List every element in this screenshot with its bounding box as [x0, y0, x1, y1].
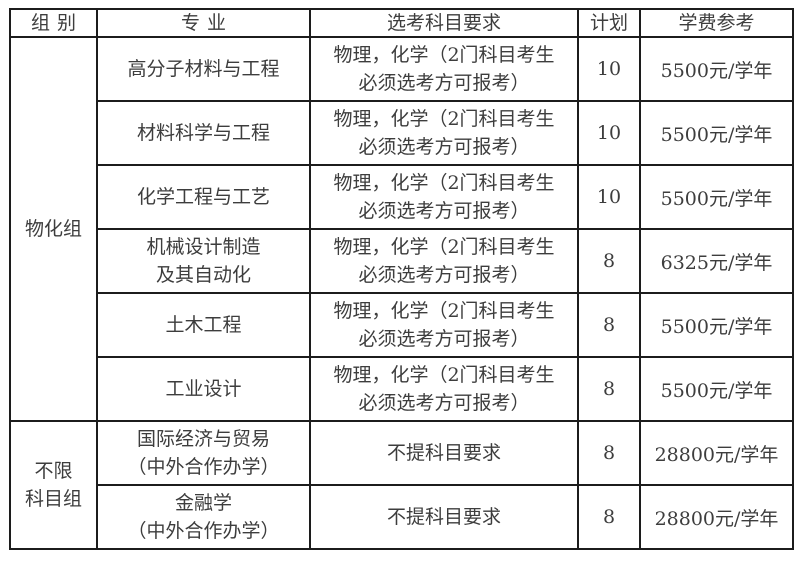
cell-plan: 8 [577, 484, 641, 550]
major-label: 材料科学与工程 [136, 122, 270, 144]
requirement-line: 必须选考方可报考） [358, 264, 530, 286]
major-label: 土木工程 [165, 314, 242, 336]
cell-fee: 5500元/学年 [639, 100, 794, 166]
requirement-line: 物理，化学（2门科目考生 [333, 172, 555, 194]
header-fee: 学费参考 [639, 8, 794, 38]
table-row: 化学工程与工艺 物理，化学（2门科目考生 必须选考方可报考） 10 5500元/… [10, 164, 794, 230]
cell-plan: 10 [577, 164, 641, 230]
requirement-line: 物理，化学（2门科目考生 [333, 300, 555, 322]
cell-major: 金融学 （中外合作办学） [96, 484, 311, 550]
cell-requirement: 物理，化学（2门科目考生 必须选考方可报考） [309, 292, 579, 358]
cell-major: 高分子材料与工程 [96, 36, 311, 102]
header-row: 组别 专业 选考科目要求 计划 学费参考 [9, 8, 794, 38]
table-row: 物化组 高分子材料与工程 物理，化学（2门科目考生 必须选考方可报考） 10 5… [9, 36, 794, 422]
cell-requirement: 物理，化学（2门科目考生 必须选考方可报考） [309, 164, 579, 230]
cell-major: 材料科学与工程 [96, 100, 311, 166]
group-label: 不限 [34, 460, 73, 482]
cell-fee: 5500元/学年 [639, 164, 794, 230]
cell-fee: 5500元/学年 [639, 356, 794, 422]
requirement-line: 物理，化学（2门科目考生 [333, 364, 555, 386]
table-row: 工业设计 物理，化学（2门科目考生 必须选考方可报考） 8 5500元/学年 [10, 356, 794, 422]
cell-fee: 5500元/学年 [639, 36, 794, 102]
cell-major: 土木工程 [96, 292, 311, 358]
cell-plan: 8 [577, 292, 641, 358]
cell-group-2: 不限 科目组 [9, 420, 98, 550]
cell-major: 工业设计 [96, 356, 311, 422]
cell-group-1: 物化组 [9, 36, 98, 422]
requirement-line: 不提科目要求 [386, 506, 501, 528]
cell-fee: 28800元/学年 [639, 420, 794, 486]
cell-requirement: 不提科目要求 [309, 484, 579, 550]
cell-plan: 8 [577, 356, 641, 422]
header-group: 组别 [9, 8, 98, 38]
cell-major: 国际经济与贸易 （中外合作办学） [96, 420, 311, 486]
major-label: 化学工程与工艺 [136, 186, 270, 208]
admissions-table: 组别 专业 选考科目要求 计划 学费参考 物化组 高分子材料与工程 物理，化学（… [9, 8, 794, 550]
requirement-line: 不提科目要求 [386, 442, 501, 464]
requirement-line: 必须选考方可报考） [358, 136, 530, 158]
major-label: 工业设计 [165, 378, 242, 400]
cell-plan: 8 [577, 420, 641, 486]
cell-requirement: 不提科目要求 [309, 420, 579, 486]
major-label: 金融学 [174, 492, 232, 514]
header-plan: 计划 [577, 8, 641, 38]
cell-fee: 28800元/学年 [639, 484, 794, 550]
header-major: 专业 [96, 8, 311, 38]
major-label: 机械设计制造 [146, 236, 261, 258]
cell-requirement: 物理，化学（2门科目考生 必须选考方可报考） [309, 36, 579, 102]
requirement-line: 必须选考方可报考） [358, 200, 530, 222]
cell-major: 化学工程与工艺 [96, 164, 311, 230]
requirement-line: 必须选考方可报考） [358, 328, 530, 350]
major-label: （中外合作办学） [127, 520, 280, 542]
cell-requirement: 物理，化学（2门科目考生 必须选考方可报考） [309, 356, 579, 422]
major-label: 高分子材料与工程 [127, 58, 280, 80]
cell-requirement: 物理，化学（2门科目考生 必须选考方可报考） [309, 100, 579, 166]
group-label: 科目组 [24, 488, 82, 510]
major-label: （中外合作办学） [127, 456, 280, 478]
cell-requirement: 物理，化学（2门科目考生 必须选考方可报考） [309, 228, 579, 294]
table-row: 土木工程 物理，化学（2门科目考生 必须选考方可报考） 8 5500元/学年 [10, 292, 794, 358]
cell-plan: 10 [577, 36, 641, 102]
cell-fee: 6325元/学年 [639, 228, 794, 294]
requirement-line: 物理，化学（2门科目考生 [333, 236, 555, 258]
group-label: 物化组 [24, 218, 82, 240]
requirement-line: 物理，化学（2门科目考生 [333, 108, 555, 130]
cell-plan: 10 [577, 100, 641, 166]
cell-fee: 5500元/学年 [639, 292, 794, 358]
major-label: 及其自动化 [155, 264, 251, 286]
table-row: 机械设计制造 及其自动化 物理，化学（2门科目考生 必须选考方可报考） 8 63… [10, 228, 794, 294]
requirement-line: 必须选考方可报考） [358, 72, 530, 94]
major-label: 国际经济与贸易 [136, 428, 270, 450]
header-requirement: 选考科目要求 [309, 8, 579, 38]
cell-plan: 8 [577, 228, 641, 294]
table-row: 不限 科目组 国际经济与贸易 （中外合作办学） 不提科目要求 8 28800元/… [9, 420, 794, 550]
requirement-line: 物理，化学（2门科目考生 [333, 44, 555, 66]
requirement-line: 必须选考方可报考） [358, 392, 530, 414]
table-row: 材料科学与工程 物理，化学（2门科目考生 必须选考方可报考） 10 5500元/… [10, 100, 794, 166]
table-row: 金融学 （中外合作办学） 不提科目要求 8 28800元/学年 [10, 484, 794, 550]
cell-major: 机械设计制造 及其自动化 [96, 228, 311, 294]
